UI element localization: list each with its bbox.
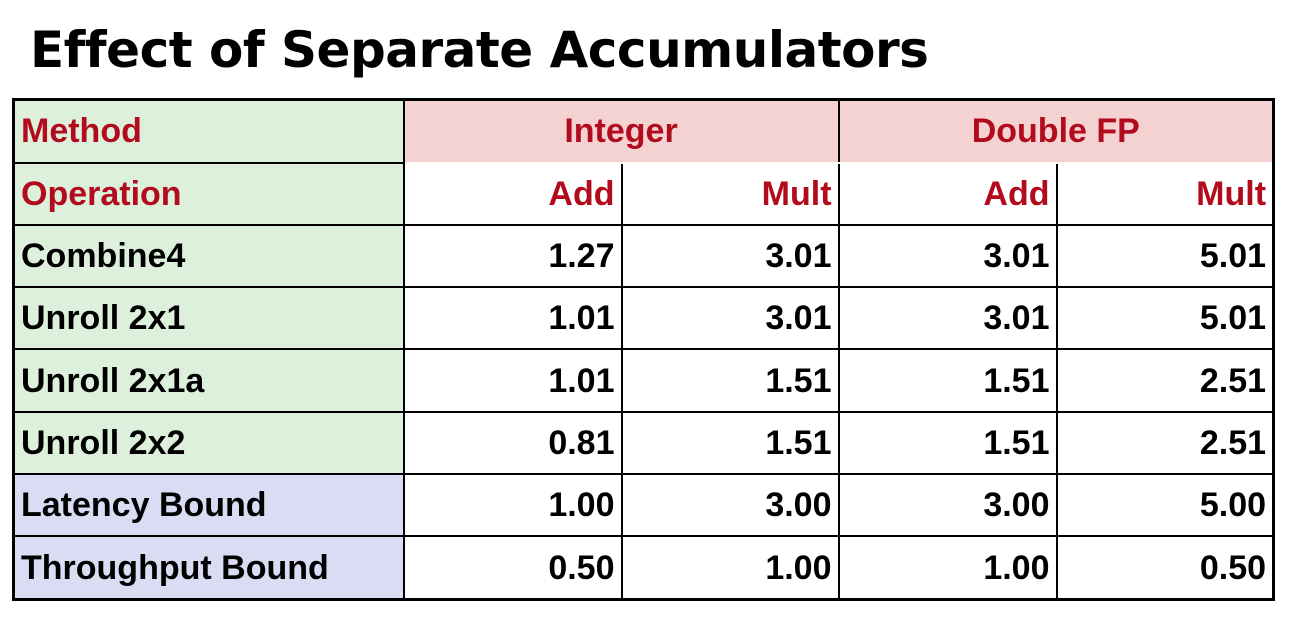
- double-mult-value: 2.51: [1055, 410, 1275, 476]
- integer-mult-value: 3.01: [620, 223, 840, 289]
- double-add-value: 3.00: [837, 473, 1058, 538]
- slide-title: Effect of Separate Accumulators: [30, 21, 929, 79]
- double-mult-value: 5.00: [1055, 473, 1275, 538]
- integer-add-value: 0.81: [402, 410, 623, 476]
- double-mult-value: 5.01: [1055, 223, 1275, 289]
- double-fp-group-header: Double FP: [837, 98, 1275, 164]
- integer-add-value: 1.27: [402, 223, 623, 289]
- table-row: Unroll 2x2 0.81 1.51 1.51 2.51: [12, 410, 1275, 476]
- integer-mult-value: 3.00: [620, 473, 840, 538]
- double-add-value: 1.51: [837, 410, 1058, 476]
- row-method-name: Unroll 2x1a: [12, 348, 405, 413]
- table-row: Unroll 2x1 1.01 3.01 3.01 5.01: [12, 286, 1275, 351]
- row-bound-name: Latency Bound: [12, 473, 405, 538]
- table-row: Latency Bound 1.00 3.00 3.00 5.00: [12, 473, 1275, 538]
- row-method-name: Combine4: [12, 223, 405, 289]
- double-add-header: Add: [837, 161, 1058, 226]
- table-row: Unroll 2x1a 1.01 1.51 1.51 2.51: [12, 348, 1275, 413]
- double-mult-value: 5.01: [1055, 286, 1275, 351]
- double-add-value: 1.51: [837, 348, 1058, 413]
- integer-mult-value: 3.01: [620, 286, 840, 351]
- double-mult-header: Mult: [1055, 161, 1275, 226]
- integer-add-value: 0.50: [402, 535, 623, 601]
- row-method-name: Unroll 2x2: [12, 410, 405, 476]
- double-add-value: 3.01: [837, 223, 1058, 289]
- table-row: Combine4 1.27 3.01 3.01 5.01: [12, 223, 1275, 289]
- integer-group-header: Integer: [402, 98, 840, 164]
- integer-add-header: Add: [402, 161, 623, 226]
- integer-mult-value: 1.51: [620, 410, 840, 476]
- double-add-value: 3.01: [837, 286, 1058, 351]
- integer-mult-header: Mult: [620, 161, 840, 226]
- method-header-cell: Method: [12, 98, 405, 164]
- double-add-value: 1.00: [837, 535, 1058, 601]
- integer-add-value: 1.01: [402, 286, 623, 351]
- integer-mult-value: 1.51: [620, 348, 840, 413]
- integer-add-value: 1.00: [402, 473, 623, 538]
- integer-mult-value: 1.00: [620, 535, 840, 601]
- operation-header-cell: Operation: [12, 161, 405, 226]
- table-header-row-method: Method Integer Double FP: [12, 98, 1275, 164]
- double-mult-value: 2.51: [1055, 348, 1275, 413]
- double-mult-value: 0.50: [1055, 535, 1275, 601]
- row-bound-name: Throughput Bound: [12, 535, 405, 601]
- row-method-name: Unroll 2x1: [12, 286, 405, 351]
- integer-add-value: 1.01: [402, 348, 623, 413]
- table-header-row-operation: Operation Add Mult Add Mult: [12, 161, 1275, 226]
- table-row: Throughput Bound 0.50 1.00 1.00 0.50: [12, 535, 1275, 601]
- performance-table: Method Integer Double FP Operation Add M…: [12, 98, 1276, 601]
